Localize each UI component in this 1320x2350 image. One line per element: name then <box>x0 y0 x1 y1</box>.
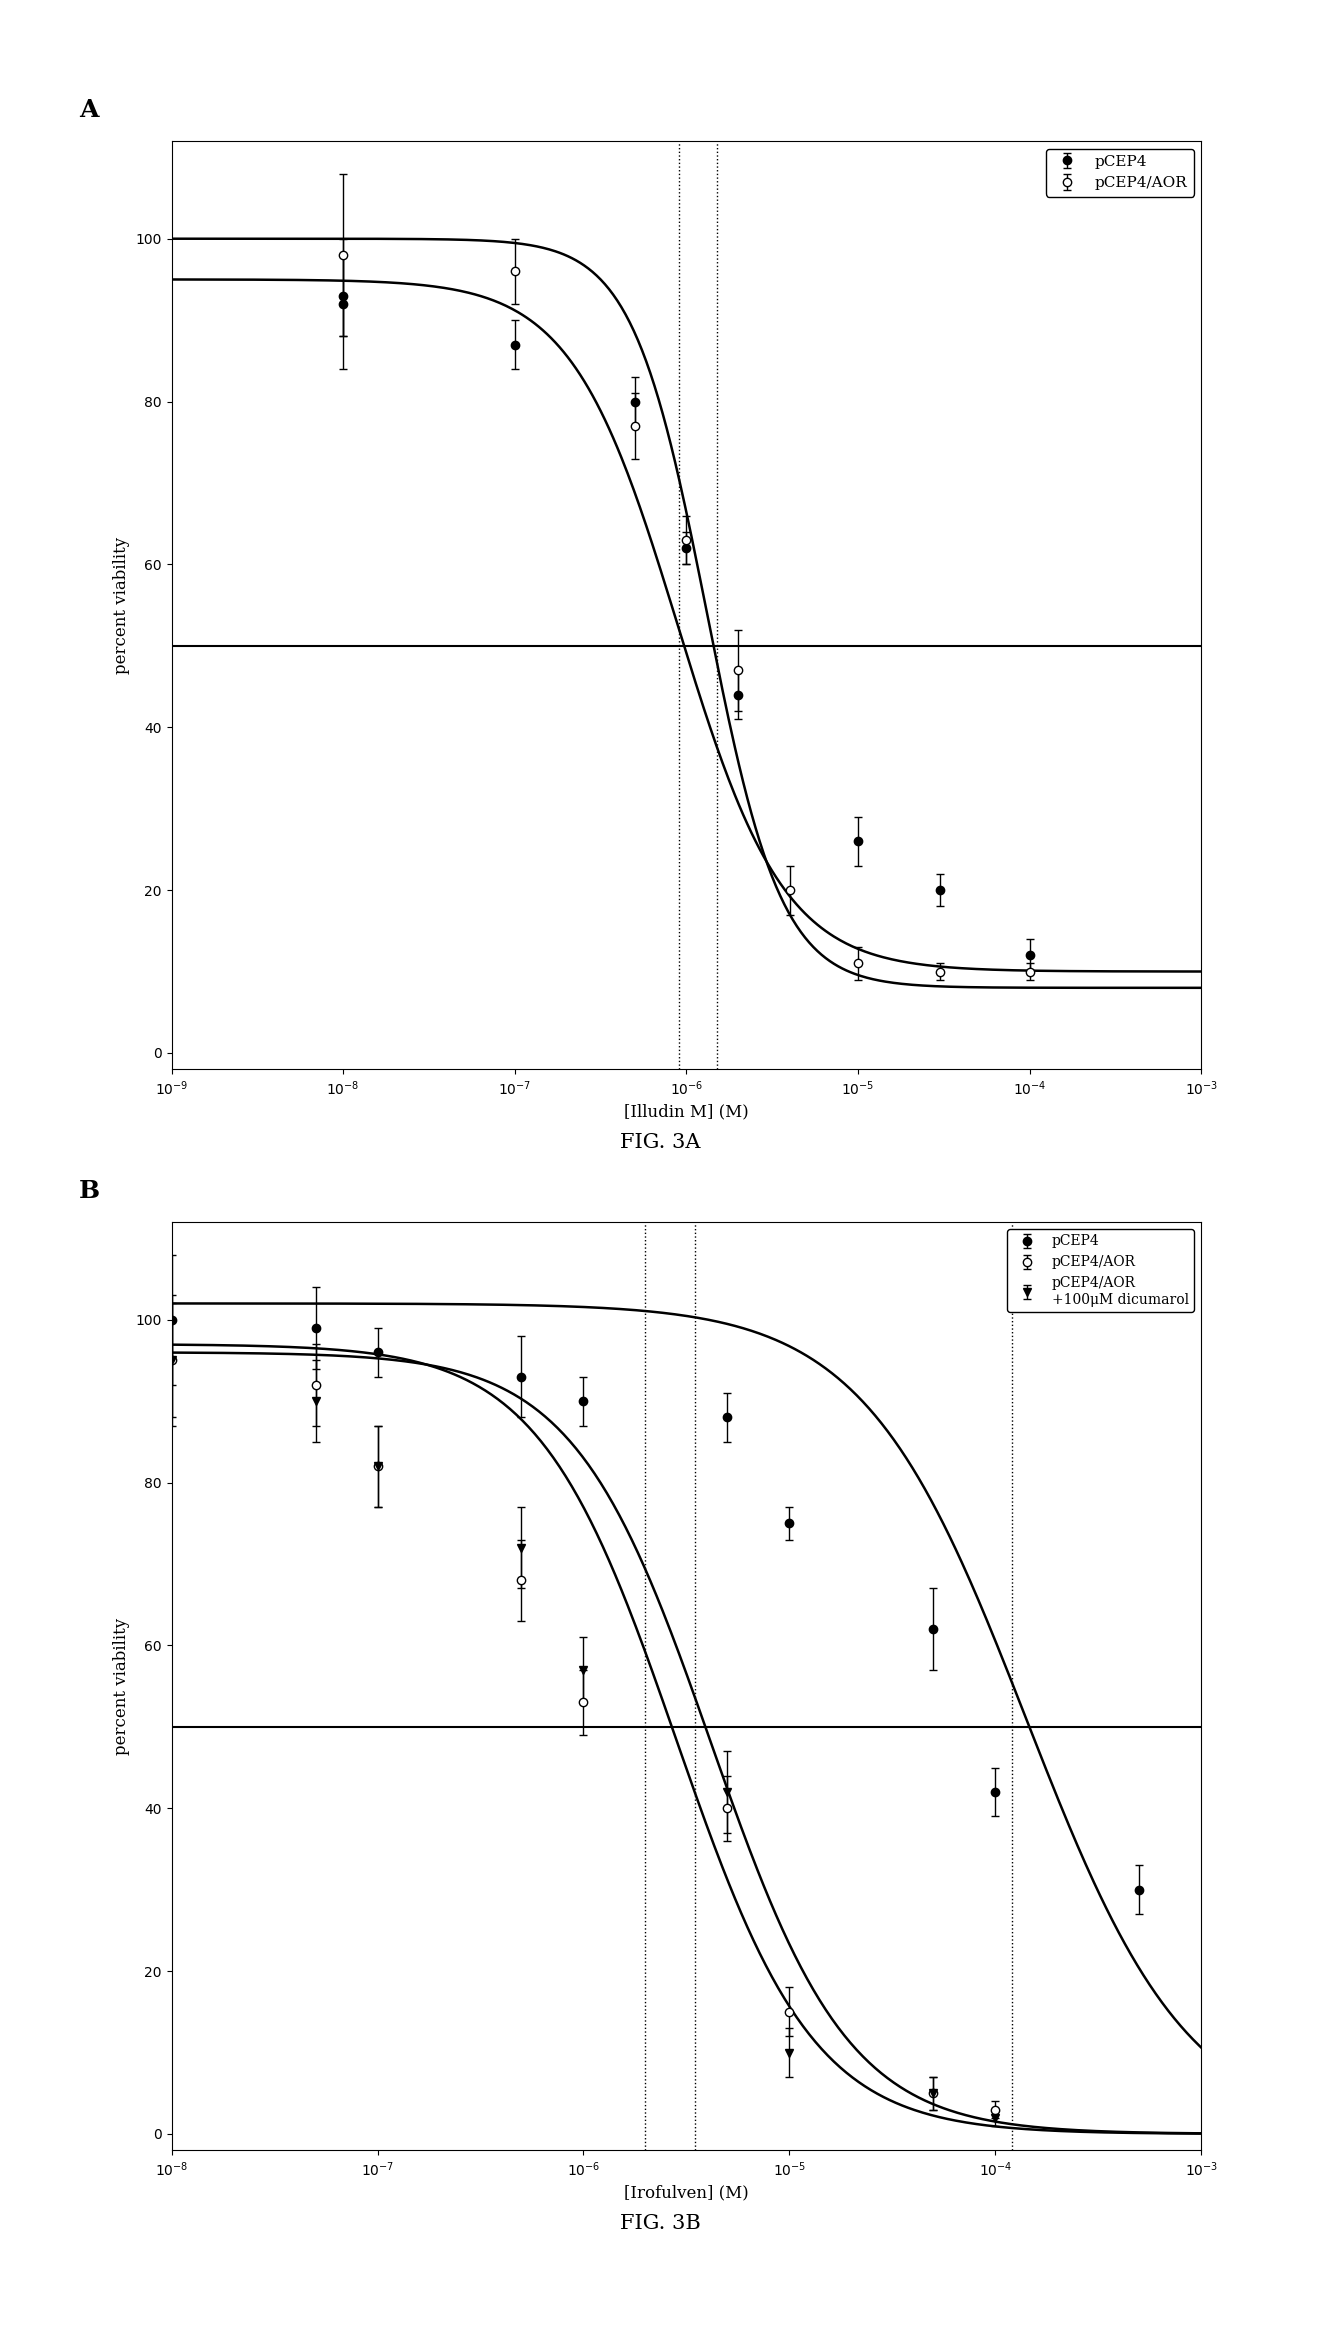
Y-axis label: percent viability: percent viability <box>114 536 129 674</box>
Text: A: A <box>79 99 99 122</box>
X-axis label: [Illudin M] (M): [Illudin M] (M) <box>624 1102 748 1121</box>
Text: FIG. 3B: FIG. 3B <box>619 2214 701 2232</box>
Y-axis label: percent viability: percent viability <box>114 1617 129 1755</box>
Text: B: B <box>79 1180 100 1203</box>
Legend: pCEP4, pCEP4/AOR, pCEP4/AOR
+100μM dicumarol: pCEP4, pCEP4/AOR, pCEP4/AOR +100μM dicum… <box>1007 1229 1195 1311</box>
Legend: pCEP4, pCEP4/AOR: pCEP4, pCEP4/AOR <box>1045 148 1193 197</box>
X-axis label: [Irofulven] (M): [Irofulven] (M) <box>624 2183 748 2202</box>
Text: FIG. 3A: FIG. 3A <box>620 1133 700 1152</box>
